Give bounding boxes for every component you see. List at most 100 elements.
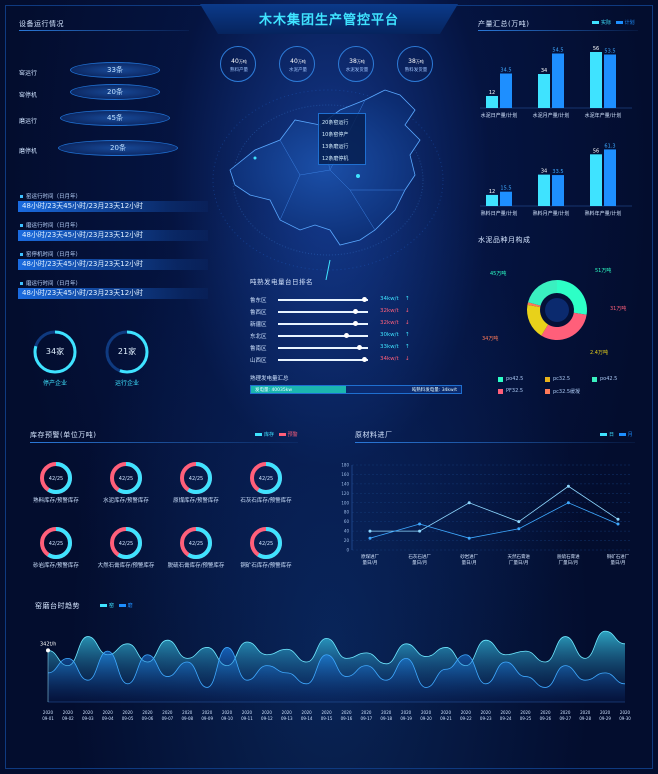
inventory-ring[interactable]: 42/25 [248, 525, 284, 561]
ranking-bar-knob[interactable] [362, 357, 367, 362]
ranking-region: 山西区 [250, 358, 267, 364]
donut-slice-label: 45万吨 [490, 270, 506, 277]
run-time-value: 48小时/23天45小时/23月23天12小时 [18, 201, 208, 212]
plan-bar[interactable] [500, 73, 512, 109]
donut-slice[interactable] [557, 280, 587, 315]
donut-slice[interactable] [541, 312, 587, 340]
donut-slice-label: 31万吨 [610, 305, 626, 312]
actual-bar[interactable] [590, 52, 602, 108]
inventory-ring[interactable]: 42/25 [248, 460, 284, 496]
stock-arc [40, 527, 72, 559]
bullet-icon [20, 282, 23, 285]
x-tick-date: 09-09 [201, 716, 213, 721]
legend-label: pc32.5 [553, 376, 571, 382]
top-kpi-label: 水泥产量 [289, 68, 307, 73]
mill-area [48, 647, 625, 702]
top-kpi-circle[interactable]: 40万吨 水泥产量 [279, 46, 315, 82]
ranking-bar-knob[interactable] [362, 297, 367, 302]
x-tick-year: 2020 [142, 710, 153, 715]
x-tick-year: 2020 [262, 710, 273, 715]
x-tick-year: 2020 [441, 710, 452, 715]
data-point[interactable] [566, 484, 570, 488]
top-kpi-circle[interactable]: 40万吨 熟料产量 [220, 46, 256, 82]
data-point[interactable] [517, 520, 521, 524]
donut-slice[interactable] [528, 280, 557, 306]
inventory-ring[interactable]: 42/25 [108, 525, 144, 561]
clinker-production-chart: 12 15.5 熟料日产量/计划 34 33.5 熟料月产量/计划 56 61.3 熟料年产量/… [480, 143, 632, 217]
data-point[interactable] [616, 517, 620, 521]
actual-bar[interactable] [486, 194, 498, 206]
plan-bar[interactable] [604, 149, 616, 206]
data-point[interactable] [418, 529, 422, 533]
inventory-ring[interactable]: 42/25 [38, 460, 74, 496]
inventory-ring[interactable]: 42/25 [178, 460, 214, 496]
inventory-ring[interactable]: 42/25 [38, 525, 74, 561]
x-tick-year: 2020 [222, 710, 233, 715]
actual-bar[interactable] [538, 74, 550, 108]
trend-down-icon: ↓ [405, 320, 410, 326]
month-series-line [369, 502, 619, 539]
x-tick-date: 09-14 [301, 716, 313, 721]
stock-arc [110, 462, 142, 494]
ranking-bar-knob[interactable] [353, 309, 358, 314]
bar-value-label: 15.5 [500, 186, 511, 192]
donut-slice[interactable] [527, 302, 541, 308]
trend-up-icon: ↑ [405, 344, 410, 350]
china-map[interactable] [200, 80, 460, 280]
x-tick-year: 2020 [540, 710, 551, 715]
ranking-bar-knob[interactable] [353, 321, 358, 326]
plan-bar[interactable] [552, 175, 564, 206]
top-kpi-circle[interactable]: 38万吨 熟料发货量 [397, 46, 433, 82]
day-legend-label: 日 [609, 432, 615, 438]
x-tick-date: 09-17 [361, 716, 373, 721]
actual-bar[interactable] [590, 154, 602, 206]
map-marker[interactable] [253, 156, 257, 160]
data-point[interactable] [368, 529, 372, 533]
data-point[interactable] [616, 522, 620, 526]
x-tick-year: 2020 [381, 710, 392, 715]
top-kpi-number: 38 [408, 58, 416, 65]
x-tick-date: 09-12 [261, 716, 273, 721]
annotation-point[interactable] [46, 648, 50, 653]
inventory-ring-value: 42/25 [49, 476, 63, 482]
actual-bar[interactable] [486, 96, 498, 108]
x-tick-year: 2020 [461, 710, 472, 715]
inventory-item-label: 大然石膏库存/预警库存 [97, 563, 155, 569]
stock-arc [180, 462, 212, 494]
x-tick-date: 09-07 [162, 716, 174, 721]
trend-down-icon: ↓ [405, 308, 410, 314]
data-point[interactable] [368, 536, 372, 540]
map-marker[interactable] [356, 174, 360, 178]
plan-bar[interactable] [500, 191, 512, 206]
data-point[interactable] [467, 501, 471, 505]
ranking-bar-track [278, 333, 368, 338]
data-point[interactable] [418, 522, 422, 526]
ranking-bar-knob[interactable] [357, 345, 362, 350]
donut-slice[interactable] [527, 304, 549, 336]
equipment-title: 设备运行情况 [19, 20, 64, 28]
ranking-bar-knob[interactable] [344, 333, 349, 338]
data-point[interactable] [517, 527, 521, 531]
inventory-ring[interactable]: 42/25 [178, 525, 214, 561]
data-point[interactable] [467, 536, 471, 540]
run-time-title-text: 磨运行时间（日月年） [26, 223, 82, 229]
bar-value-label: 54.5 [552, 48, 563, 54]
top-kpi-number: 38 [349, 58, 357, 65]
actual-bar[interactable] [538, 174, 550, 206]
inventory-ring[interactable]: 42/25 [108, 460, 144, 496]
y-tick-label: 180 [341, 463, 349, 468]
data-point[interactable] [566, 501, 570, 505]
stock-arc [250, 462, 282, 494]
category-label: 熟料日产量/计划 [481, 210, 518, 217]
x-tick-year: 2020 [43, 710, 54, 715]
enterprise-rings [33, 330, 149, 374]
plan-bar[interactable] [604, 54, 616, 109]
plan-bar[interactable] [552, 53, 564, 109]
top-kpi-circle[interactable]: 38万吨 水泥发货量 [338, 46, 374, 82]
x-tick-date: 09-10 [221, 716, 233, 721]
x-tick-date: 09-06 [142, 716, 154, 721]
run-time-title: 磨运行时间（日月年） [20, 279, 81, 287]
map-legend-box: 20条窑运行 10条窑停产 13条磨运行 12条磨停机 [318, 113, 366, 165]
trend-up-icon: ↑ [405, 296, 410, 302]
mill-legend-label: 磨 [127, 603, 133, 609]
